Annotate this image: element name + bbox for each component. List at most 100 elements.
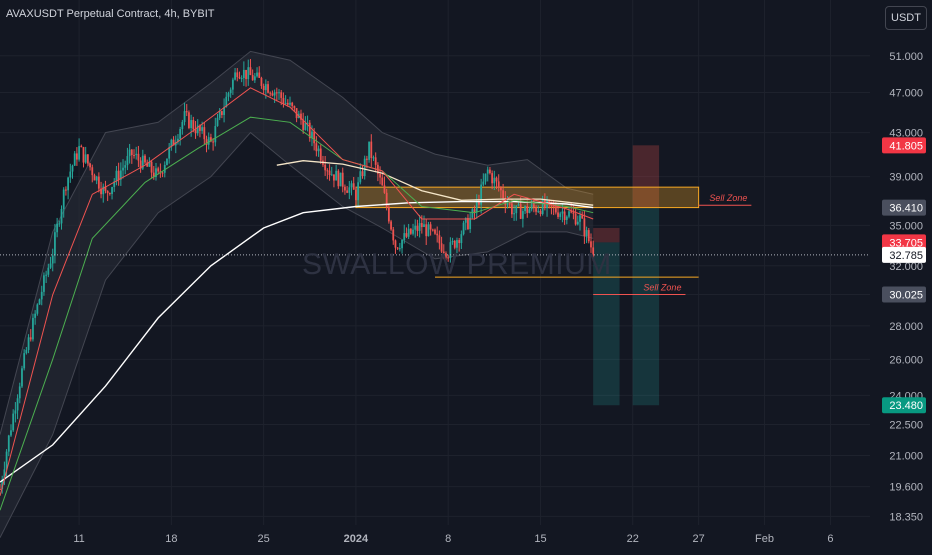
- candle-body: [359, 171, 362, 183]
- candle-body: [401, 239, 403, 249]
- candle-body: [1, 479, 4, 490]
- candle-body: [489, 169, 491, 174]
- candle-body: [97, 176, 100, 189]
- candle-body: [583, 218, 586, 237]
- sell-zone-label: Sell Zone: [643, 282, 681, 292]
- candle-body: [126, 156, 129, 166]
- candle-body: [236, 72, 239, 78]
- candle-body: [500, 187, 502, 191]
- candle-body: [539, 210, 542, 215]
- candle-body: [403, 233, 406, 240]
- candle-body: [220, 111, 223, 115]
- candle-body: [163, 164, 166, 173]
- candle-body: [69, 171, 72, 178]
- sell-zone-label: Sell Zone: [709, 193, 747, 203]
- candle-body: [521, 211, 524, 219]
- candle-body: [75, 153, 78, 160]
- candle-body: [416, 225, 419, 231]
- price-tag-label: 41.805: [889, 140, 923, 152]
- candle-body: [73, 153, 76, 166]
- candle-body: [550, 202, 553, 207]
- candle-body: [502, 190, 505, 199]
- candle-body: [84, 154, 87, 163]
- candle-body: [482, 181, 485, 185]
- candle-body: [315, 143, 318, 152]
- candle-body: [387, 206, 390, 222]
- candle-body: [216, 117, 219, 127]
- candle-body: [412, 229, 414, 234]
- candle-body: [3, 469, 6, 480]
- candle-body: [379, 173, 381, 178]
- bollinger-band: [0, 51, 594, 538]
- candle-body: [273, 92, 276, 96]
- candle-body: [365, 158, 368, 160]
- price-tag-label: 30.025: [889, 289, 923, 301]
- candle-body: [592, 247, 595, 258]
- candle-body: [25, 349, 28, 354]
- candle-body: [431, 229, 434, 231]
- candle-body: [139, 160, 142, 169]
- candle-body: [106, 190, 109, 194]
- stop-loss-zone-2: [632, 145, 660, 208]
- candle-body: [62, 189, 65, 209]
- candle-body: [253, 76, 256, 81]
- candle-body: [14, 410, 17, 414]
- candle-body: [260, 77, 263, 86]
- candle-body: [196, 125, 199, 134]
- candle-body: [491, 173, 494, 184]
- candle-body: [144, 155, 146, 163]
- candle-body: [517, 204, 520, 206]
- candle-body: [205, 139, 208, 145]
- candle-body: [317, 148, 320, 152]
- candle-body: [234, 72, 236, 80]
- candle-body: [251, 74, 254, 81]
- ema-fast-line: [0, 87, 594, 497]
- candle-body: [293, 106, 296, 109]
- candle-body: [161, 172, 164, 174]
- candle-body: [581, 215, 584, 219]
- candle-body: [319, 148, 322, 161]
- candle-body: [568, 211, 570, 217]
- candle-body: [510, 203, 513, 215]
- ema-slow-line: [0, 116, 594, 511]
- price-tag-label: 33.705: [889, 237, 923, 249]
- candle-body: [565, 216, 568, 220]
- candle-body: [300, 113, 302, 120]
- x-tick-label: 15: [534, 533, 546, 545]
- candle-body: [506, 203, 509, 205]
- y-tick-label: 35.000: [889, 220, 923, 232]
- watermark: SWALLOW PREMIUM: [302, 248, 612, 281]
- candle-body: [231, 79, 234, 90]
- candle-body: [119, 170, 122, 180]
- candle-body: [486, 169, 489, 174]
- candle-body: [227, 93, 230, 97]
- candle-body: [5, 451, 8, 470]
- candle-body: [113, 181, 116, 188]
- candle-body: [346, 190, 349, 193]
- candle-body: [172, 139, 175, 146]
- y-tick-label: 19.600: [889, 482, 923, 494]
- candle-body: [526, 206, 529, 213]
- candle-body: [355, 189, 357, 201]
- candle-body: [34, 313, 37, 318]
- currency-unit-button[interactable]: USDT: [885, 6, 927, 30]
- candle-body: [447, 257, 450, 259]
- candle-body: [475, 201, 478, 213]
- candle-body: [27, 337, 30, 350]
- candle-body: [249, 67, 252, 75]
- candle-body: [398, 248, 401, 250]
- candle-body: [352, 183, 355, 190]
- candle-body: [60, 208, 63, 224]
- candle-body: [361, 171, 364, 177]
- candle-body: [229, 89, 232, 94]
- candle-body: [152, 172, 155, 178]
- candle-body: [45, 274, 48, 276]
- price-tag: [882, 286, 926, 303]
- candle-body: [128, 149, 131, 157]
- y-tick-label: 43.000: [889, 128, 923, 140]
- y-tick-label: 26.000: [889, 354, 923, 366]
- candle-body: [212, 141, 215, 143]
- candle-body: [111, 187, 113, 194]
